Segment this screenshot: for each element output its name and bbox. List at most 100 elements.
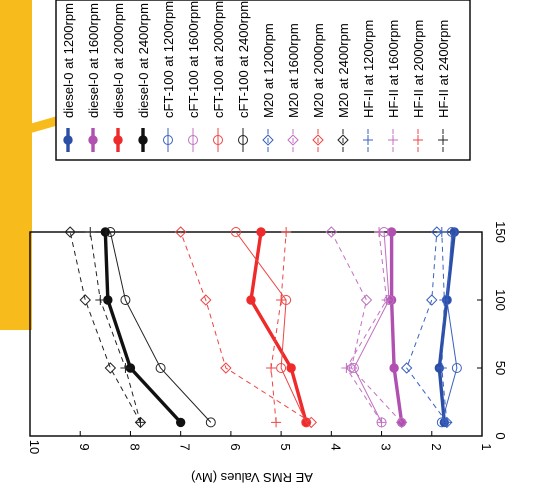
series-line — [353, 231, 390, 423]
data-point — [436, 363, 447, 373]
y-tick-label: 10 — [27, 440, 42, 454]
series-line — [441, 231, 458, 423]
series-line — [330, 231, 403, 423]
legend-swatch-marker — [63, 135, 73, 145]
legend-entry: HF-II at 2400rpm — [436, 20, 451, 152]
legend-swatch-marker — [213, 135, 223, 145]
data-point — [395, 416, 408, 429]
legend-entry: diesel-0 at 2000rpm — [111, 3, 126, 152]
data-point — [246, 295, 256, 305]
data-point — [286, 363, 296, 373]
legend-label: M20 at 2400rpm — [336, 23, 351, 118]
data-point — [400, 362, 413, 374]
legend-swatch-marker — [438, 135, 448, 145]
series-6 — [348, 227, 395, 428]
series-3 — [246, 227, 311, 428]
series-line — [270, 231, 287, 423]
x-tick-label: 50 — [493, 361, 508, 375]
data-point — [104, 362, 117, 374]
legend-label: cFT-100 at 1600rpm — [186, 1, 201, 118]
series-line — [69, 231, 141, 423]
legend-label: cFT-100 at 2000rpm — [211, 1, 226, 118]
legend-entry: HF-II at 1200rpm — [361, 20, 376, 152]
y-tick-label: 1 — [479, 443, 494, 450]
series-9 — [400, 226, 453, 429]
legend-swatch-marker — [312, 134, 324, 146]
data-point — [360, 294, 373, 306]
data-point — [276, 363, 287, 373]
data-point — [276, 295, 287, 305]
legend-swatch-marker — [188, 135, 198, 145]
series-line — [235, 231, 307, 423]
series-10 — [325, 226, 408, 429]
legend-frame — [55, 0, 471, 161]
legend-entry: cFT-100 at 2400rpm — [236, 1, 251, 152]
legend-swatch-marker — [413, 135, 423, 145]
series-8 — [105, 227, 216, 428]
series-15 — [266, 227, 292, 428]
data-point — [376, 417, 387, 428]
y-tick-label: 2 — [429, 443, 444, 450]
x-tick-label: 150 — [493, 221, 508, 243]
data-point — [95, 295, 106, 305]
legend-label: M20 at 1600rpm — [286, 23, 301, 118]
y-tick-label: 4 — [328, 443, 343, 450]
data-point — [230, 227, 241, 237]
series-5 — [436, 227, 462, 428]
legend-entry: diesel-0 at 2400rpm — [136, 3, 151, 152]
data-point — [389, 363, 399, 373]
series-line — [103, 231, 182, 424]
data-point — [381, 295, 392, 305]
series-14 — [341, 227, 392, 428]
series-line — [345, 231, 388, 423]
series-line — [441, 231, 448, 423]
data-point — [266, 363, 277, 373]
series-line — [89, 231, 141, 423]
legend-swatch-marker — [88, 135, 98, 145]
data-point — [325, 226, 338, 238]
data-point — [174, 226, 187, 238]
series-11 — [174, 226, 317, 429]
series-2 — [386, 227, 407, 428]
legend-swatch-marker — [287, 134, 299, 146]
y-axis-label: AE RMS Values (Mv) — [191, 470, 313, 485]
y-tick-label: 5 — [278, 443, 293, 450]
legend-swatch-marker — [363, 135, 373, 145]
y-tick-label: 9 — [77, 443, 92, 450]
legend-label: diesel-0 at 1200rpm — [61, 3, 76, 118]
legend-label: diesel-0 at 2000rpm — [111, 3, 126, 118]
x-tick-label: 0 — [493, 432, 508, 439]
legend-label: HF-II at 1600rpm — [386, 20, 401, 118]
series-line — [180, 231, 312, 423]
series-line — [437, 231, 457, 423]
series-12 — [64, 226, 147, 429]
y-tick-label: 7 — [178, 443, 193, 450]
legend-entry: M20 at 2400rpm — [336, 23, 351, 152]
data-point — [436, 227, 447, 237]
data-point — [120, 295, 131, 305]
series-7 — [230, 227, 312, 428]
plot-frame — [29, 231, 483, 437]
legend-swatch-marker — [113, 135, 123, 145]
legend-label: diesel-0 at 1600rpm — [86, 3, 101, 118]
data-point — [85, 227, 96, 237]
legend-swatch-marker — [238, 135, 248, 145]
data-point — [345, 362, 358, 374]
data-point — [441, 417, 452, 428]
series-line — [406, 231, 448, 423]
data-point — [155, 363, 166, 373]
data-point — [439, 295, 450, 305]
legend-swatch-marker — [262, 134, 274, 146]
series-1 — [434, 227, 460, 428]
y-tick-label: 8 — [127, 443, 142, 450]
data-point — [256, 227, 266, 237]
legend-swatch-marker — [337, 134, 349, 146]
legend-entry: M20 at 1600rpm — [286, 23, 301, 152]
legend-entry: cFT-100 at 2000rpm — [211, 1, 226, 152]
x-tick-label: 100 — [493, 289, 508, 311]
data-point — [200, 294, 212, 306]
data-point — [175, 417, 186, 428]
legend: diesel-0 at 1200rpm diesel-0 at 1600rpm di… — [55, 0, 471, 161]
data-point — [341, 363, 352, 373]
